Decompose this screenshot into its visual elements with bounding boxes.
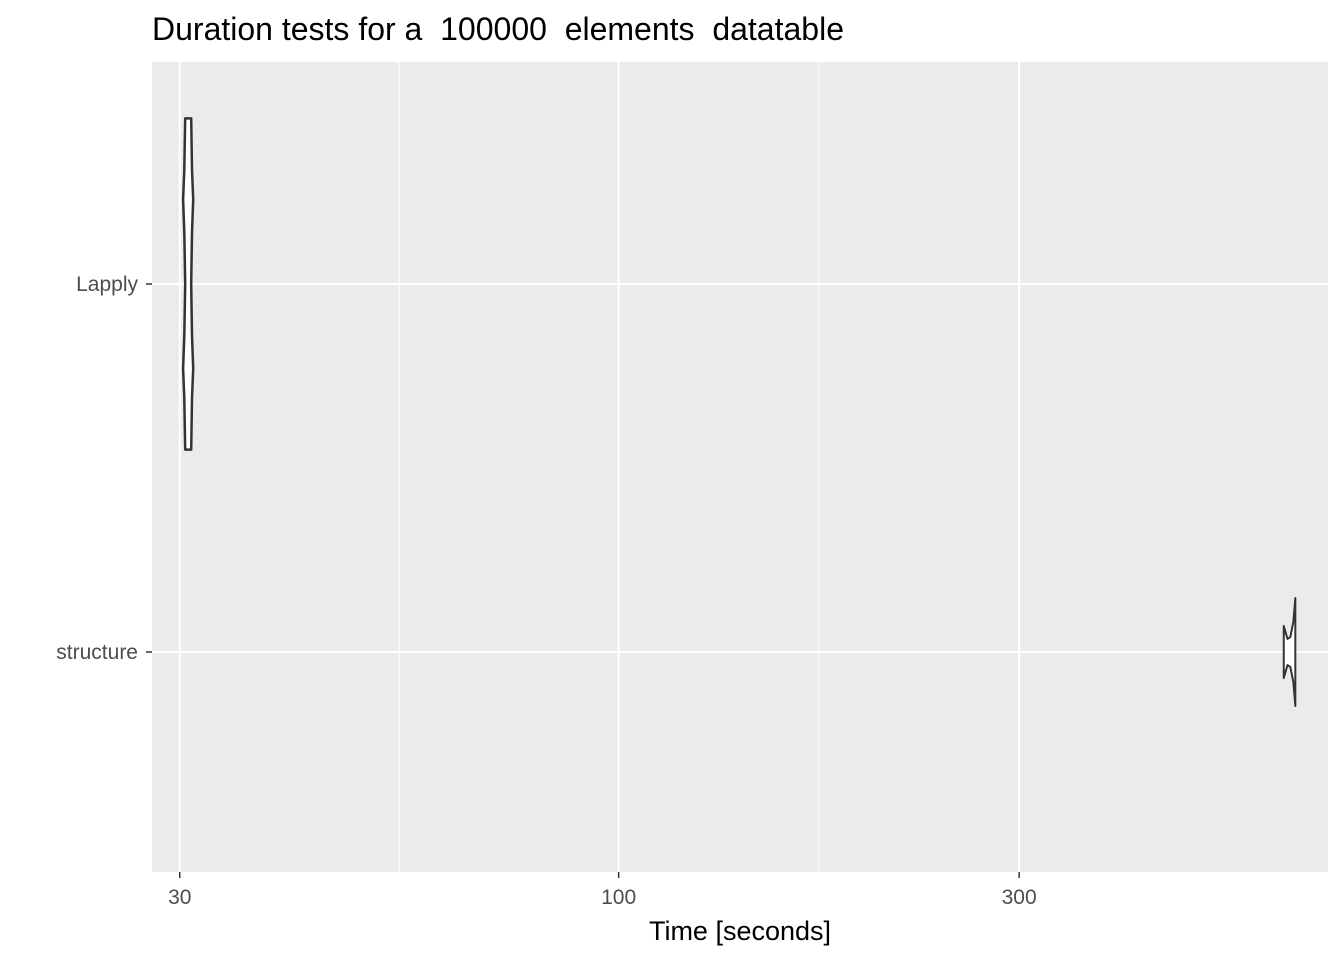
- x-axis-title: Time [seconds]: [649, 916, 831, 946]
- axis-layer: 30 100 300 Lapply structure: [56, 273, 1036, 909]
- plot-panel: [152, 62, 1328, 872]
- grid-layer: [152, 62, 1328, 872]
- x-tick-label: 300: [1002, 886, 1037, 909]
- violin-layer: [181, 117, 1297, 707]
- x-tick-label: 100: [601, 886, 636, 909]
- chart-title: Duration tests for a 100000 elements dat…: [152, 11, 844, 47]
- y-tick-label: Lapply: [76, 273, 138, 296]
- violin-structure: [1282, 597, 1297, 707]
- y-tick-label: structure: [56, 641, 138, 664]
- violin-lapply: [181, 117, 195, 451]
- x-tick-label: 30: [168, 886, 191, 909]
